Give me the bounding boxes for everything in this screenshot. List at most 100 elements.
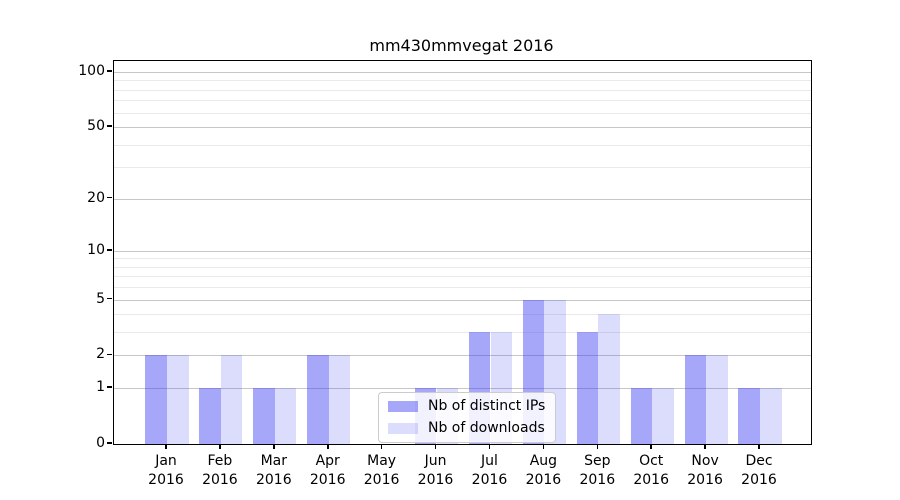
x-tick-mark [596, 444, 598, 449]
y-tick-mark [107, 386, 112, 388]
x-tick-year: 2016 [202, 472, 238, 488]
y-tick-label: 5 [96, 290, 105, 307]
x-tick-mark [273, 444, 275, 449]
bar-downloads-sep [598, 314, 620, 444]
x-tick-mark [758, 444, 760, 449]
x-tick-year: 2016 [633, 472, 669, 488]
gridline-major [114, 72, 811, 73]
x-tick-month: Oct [639, 453, 664, 469]
x-tick-mark [488, 444, 491, 449]
chart-title: mm430mmvegat 2016 [369, 36, 554, 55]
y-tick-label: 10 [87, 241, 105, 258]
x-tick-year: 2016 [148, 472, 184, 488]
gridline-major [114, 299, 811, 301]
gridline-major [114, 198, 811, 200]
gridline-minor [114, 314, 811, 316]
x-tick-year: 2016 [417, 472, 454, 488]
gridline-minor [114, 89, 811, 91]
x-tick-mark [219, 444, 221, 449]
x-tick-label: Mar 2016 [234, 452, 314, 490]
x-tick-label: Feb 2016 [180, 452, 260, 490]
legend-swatch-downloads-icon [388, 422, 418, 434]
x-tick-label: May 2016 [342, 452, 422, 490]
x-tick-month: Feb [207, 453, 233, 469]
x-tick-label: Nov 2016 [665, 452, 745, 490]
x-tick-year: 2016 [687, 472, 723, 488]
x-tick-mark [327, 444, 329, 449]
bar-downloads-dec [760, 388, 782, 444]
bar-downloads-jan [167, 355, 189, 444]
bar-distinct-ips-feb [199, 388, 221, 444]
plot-area [113, 60, 812, 445]
x-tick-year: 2016 [471, 472, 508, 488]
gridline-minor [114, 276, 811, 278]
legend: Nb of distinct IPs Nb of downloads [378, 392, 557, 443]
y-tick-mark [107, 353, 112, 356]
gridline-minor [114, 112, 811, 114]
x-tick-month: Apr [315, 453, 340, 469]
bar-downloads-nov [706, 355, 728, 444]
legend-swatch-distinct-ips-icon [388, 400, 418, 412]
gridline-minor [114, 80, 811, 82]
x-tick-year: 2016 [741, 472, 777, 488]
gridline-minor [114, 167, 811, 169]
x-tick-label: Jun 2016 [396, 452, 476, 490]
bar-downloads-oct [652, 388, 674, 444]
y-tick-label: 50 [87, 118, 105, 135]
x-tick-month: Jun [424, 453, 447, 469]
bar-downloads-apr [328, 355, 351, 444]
x-tick-month: May [367, 453, 397, 469]
legend-label-distinct-ips: Nb of distinct IPs [428, 398, 546, 414]
x-tick-month: Dec [745, 453, 773, 469]
gridline-minor [114, 258, 811, 260]
gridline-major [114, 127, 811, 129]
y-tick-mark [107, 442, 112, 444]
bar-distinct-ips-sep [576, 332, 599, 444]
y-tick-mark [107, 70, 112, 72]
legend-label-downloads: Nb of downloads [428, 420, 545, 436]
y-tick-label: 1 [96, 379, 105, 396]
x-tick-month: Jul [481, 453, 498, 469]
x-tick-mark [704, 444, 706, 449]
y-tick-label: 2 [96, 346, 105, 363]
gridline-minor [114, 287, 811, 289]
gridline-minor [114, 332, 811, 334]
gridline-minor [114, 100, 811, 102]
x-tick-label: Oct 2016 [611, 452, 691, 490]
legend-entry-downloads: Nb of downloads [388, 420, 545, 436]
x-tick-month: Nov [691, 453, 719, 469]
bar-distinct-ips-oct [630, 388, 653, 444]
x-tick-label: Apr 2016 [288, 452, 368, 490]
gridline-minor [114, 144, 811, 146]
bar-distinct-ips-apr [307, 355, 329, 444]
y-tick-mark [107, 297, 112, 300]
x-tick-year: 2016 [525, 472, 562, 488]
bar-downloads-mar [274, 388, 297, 444]
x-tick-mark [434, 444, 437, 449]
gridline-major [114, 250, 811, 252]
y-tick-mark [107, 249, 112, 251]
gridline-minor [114, 266, 811, 268]
bar-distinct-ips-nov [684, 355, 707, 444]
bar-distinct-ips-mar [253, 388, 275, 444]
y-tick-mark [107, 125, 112, 127]
x-tick-year: 2016 [579, 472, 616, 488]
y-tick-label: 100 [78, 63, 105, 79]
bars-layer [114, 61, 811, 444]
x-tick-month: Jan [155, 453, 177, 469]
bar-downloads-feb [220, 355, 243, 444]
x-tick-year: 2016 [363, 472, 400, 488]
x-tick-mark [542, 444, 545, 449]
y-tick-label: 0 [96, 435, 105, 451]
y-tick-mark [107, 196, 112, 199]
x-tick-month: Aug [529, 453, 558, 469]
x-tick-label: Aug 2016 [503, 452, 583, 490]
gridline-major [114, 388, 811, 390]
x-tick-label: Jan 2016 [126, 452, 206, 490]
x-tick-label: Dec 2016 [719, 452, 799, 490]
x-tick-month: Mar [260, 453, 287, 469]
gridline-major [114, 355, 811, 357]
gridlines-layer [114, 61, 811, 444]
x-tick-mark [380, 444, 383, 449]
